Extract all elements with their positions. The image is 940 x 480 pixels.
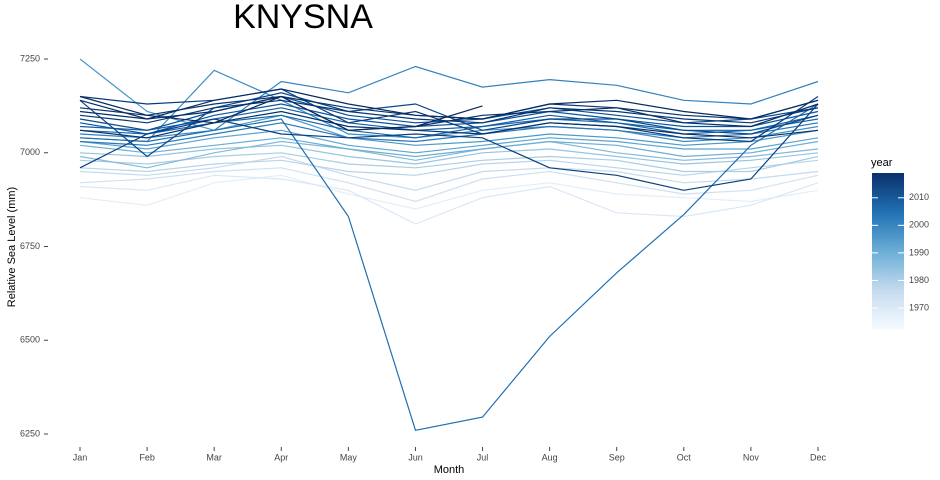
x-tick-label: Oct — [677, 452, 692, 462]
series-line — [79, 95, 483, 131]
series-line — [79, 129, 819, 154]
y-tick-label: 7000 — [20, 147, 40, 157]
legend-title: year — [871, 157, 893, 169]
x-tick-label: Feb — [139, 452, 155, 462]
series-line — [79, 152, 819, 173]
x-tick-label: Apr — [274, 452, 288, 462]
series-line — [79, 88, 819, 120]
x-tick-label: May — [340, 452, 358, 462]
x-tick-label: Sep — [609, 452, 625, 462]
x-tick-label: Jun — [408, 452, 423, 462]
y-tick-label: 6500 — [20, 335, 40, 345]
colorbar-tick-label: 2000 — [909, 220, 929, 230]
series-line — [79, 159, 819, 176]
series-line — [79, 88, 819, 143]
series-line — [79, 174, 819, 210]
x-tick-label: Mar — [206, 452, 222, 462]
series-line — [79, 103, 819, 431]
colorbar-tick-label: 1980 — [909, 275, 929, 285]
series-line — [79, 140, 819, 169]
colorbar — [872, 173, 904, 330]
colorbar-tick-label: 2010 — [909, 192, 929, 202]
y-tick-label: 6250 — [20, 428, 40, 438]
series-line — [79, 174, 819, 225]
series-line — [79, 155, 819, 191]
series-line — [79, 110, 819, 139]
series-line — [79, 58, 819, 146]
series-line — [79, 103, 819, 135]
x-tick-label: Jul — [477, 452, 489, 462]
chart-title: KNYSNA — [233, 0, 373, 36]
series-line — [79, 65, 819, 139]
x-axis-title: Month — [434, 464, 465, 476]
series-line — [79, 107, 819, 131]
series-line — [79, 167, 819, 203]
colorbar-tick-label: 1970 — [909, 302, 929, 312]
y-tick-label: 6750 — [20, 241, 40, 251]
series-line — [79, 99, 819, 124]
y-axis-title: Relative Sea Level (mm) — [6, 187, 18, 307]
y-tick-label: 7250 — [20, 53, 40, 63]
x-tick-label: Nov — [743, 452, 760, 462]
x-tick-label: Dec — [810, 452, 827, 462]
series-line — [79, 144, 819, 165]
colorbar-tick-label: 1990 — [909, 247, 929, 257]
x-tick-label: Jan — [73, 452, 88, 462]
series-line — [79, 95, 819, 131]
series-line — [79, 122, 819, 146]
series-line — [79, 137, 819, 158]
series-line — [79, 69, 819, 143]
x-tick-label: Aug — [542, 452, 558, 462]
